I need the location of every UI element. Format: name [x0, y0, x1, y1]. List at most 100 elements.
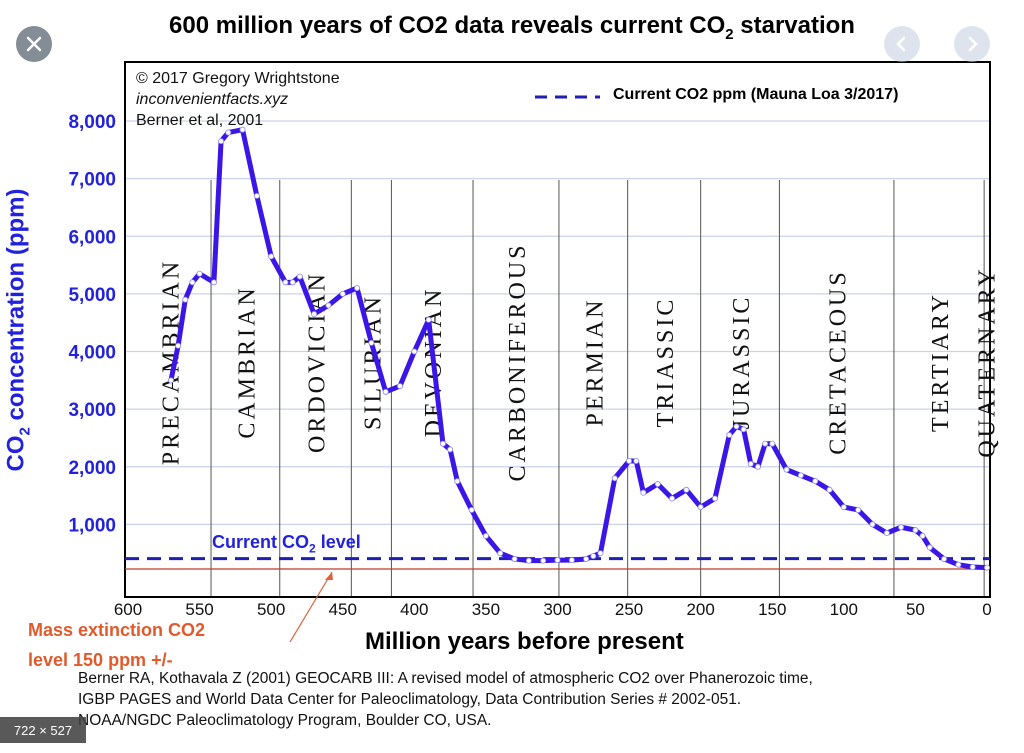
- data-point: [225, 129, 232, 136]
- mass-extinction-label-2: level 150 ppm +/-: [28, 650, 173, 670]
- annotation-arrowhead: [325, 572, 333, 580]
- citation-line: IGBP PAGES and World Data Center for Pal…: [78, 691, 742, 708]
- data-point: [969, 564, 976, 571]
- data-point: [497, 550, 504, 557]
- data-point: [182, 296, 189, 303]
- next-image-button[interactable]: [954, 26, 990, 62]
- data-point: [783, 466, 790, 473]
- data-point: [511, 555, 518, 562]
- data-point: [568, 557, 575, 564]
- data-point: [726, 432, 733, 439]
- x-tick-label: 50: [906, 600, 925, 619]
- x-tick-label: 0: [982, 600, 991, 619]
- period-label: TERTIARY: [928, 292, 954, 432]
- y-axis-label: CO2 concentration (ppm): [2, 188, 34, 472]
- data-point: [919, 532, 926, 539]
- data-point: [955, 561, 962, 568]
- x-tick-label: 450: [329, 600, 357, 619]
- data-point: [583, 555, 590, 562]
- data-point: [196, 270, 203, 277]
- data-point: [633, 457, 640, 464]
- data-point: [239, 126, 246, 133]
- y-tick-label: 2,000: [68, 458, 116, 479]
- data-point: [268, 253, 275, 260]
- data-point: [325, 302, 332, 309]
- close-icon: [26, 36, 42, 52]
- annotation-arrow-line: [289, 571, 333, 643]
- credit-line: © 2017 Gregory Wrightstone: [136, 70, 340, 87]
- y-tick-label: 1,000: [68, 515, 116, 536]
- data-point: [167, 377, 174, 384]
- data-point: [984, 564, 991, 571]
- data-point: [769, 440, 776, 447]
- data-point: [683, 486, 690, 493]
- data-point: [747, 460, 754, 467]
- data-point: [339, 290, 346, 297]
- data-point: [282, 279, 289, 286]
- data-point: [468, 506, 475, 513]
- data-point: [382, 388, 389, 395]
- x-tick-label: 300: [543, 600, 571, 619]
- data-point: [898, 524, 905, 531]
- legend-label: Current CO2 ppm (Mauna Loa 3/2017): [613, 86, 899, 103]
- data-point: [740, 426, 747, 433]
- x-tick-label: 500: [257, 600, 285, 619]
- previous-image-button[interactable]: [884, 26, 920, 62]
- data-point: [926, 544, 933, 551]
- data-point: [733, 423, 740, 430]
- data-point: [855, 506, 862, 513]
- x-tick-label: 200: [686, 600, 714, 619]
- data-point: [311, 311, 318, 318]
- y-tick-label: 6,000: [68, 227, 116, 248]
- data-point: [590, 553, 597, 560]
- data-point: [840, 504, 847, 511]
- plot-frame: [124, 61, 991, 598]
- x-tick-label: 250: [615, 600, 643, 619]
- data-point: [218, 138, 225, 145]
- data-point: [812, 478, 819, 485]
- data-point: [540, 557, 547, 564]
- period-label: CARBONIFEROUS: [505, 242, 531, 481]
- data-point: [447, 446, 454, 453]
- data-point: [525, 557, 532, 564]
- close-button[interactable]: [16, 26, 52, 62]
- period-label: PERMIAN: [582, 297, 608, 426]
- data-point: [626, 457, 633, 464]
- data-point: [554, 557, 561, 564]
- data-point: [597, 550, 604, 557]
- period-label: TRIASSIC: [653, 297, 679, 428]
- citation-line: Berner RA, Kothavala Z (2001) GEOCARB II…: [78, 670, 813, 687]
- data-point: [711, 495, 718, 502]
- data-point: [411, 348, 418, 355]
- image-size-badge: 722 × 527: [0, 717, 86, 743]
- data-point: [210, 279, 217, 286]
- period-label: PRECAMBRIAN: [159, 259, 185, 465]
- credit-line: inconvenientfacts.xyz: [136, 91, 289, 108]
- x-tick-label: 350: [472, 600, 500, 619]
- citation-line: NOAA/NGDC Paleoclimatology Program, Boul…: [78, 712, 492, 729]
- period-label: JURASSIC: [729, 295, 755, 430]
- data-point: [640, 489, 647, 496]
- data-point: [439, 440, 446, 447]
- data-point: [826, 486, 833, 493]
- y-tick-label: 4,000: [68, 343, 116, 364]
- data-point: [482, 532, 489, 539]
- data-point: [762, 440, 769, 447]
- data-point: [941, 555, 948, 562]
- x-tick-label: 550: [185, 600, 213, 619]
- data-point: [296, 273, 303, 280]
- data-point: [397, 383, 404, 390]
- y-tick-label: 5,000: [68, 285, 116, 306]
- x-axis-label: Million years before present: [365, 628, 684, 655]
- chevron-right-icon: [968, 36, 978, 52]
- y-tick-label: 3,000: [68, 400, 116, 421]
- mass-extinction-label-1: Mass extinction CO2: [28, 620, 206, 640]
- citation: Berner RA, Kothavala Z (2001) GEOCARB II…: [78, 668, 813, 731]
- data-point: [697, 504, 704, 511]
- data-point: [912, 527, 919, 534]
- data-point: [669, 495, 676, 502]
- x-tick-label: 150: [758, 600, 786, 619]
- period-label: QUATERNARY: [975, 266, 1001, 457]
- data-point: [883, 530, 890, 537]
